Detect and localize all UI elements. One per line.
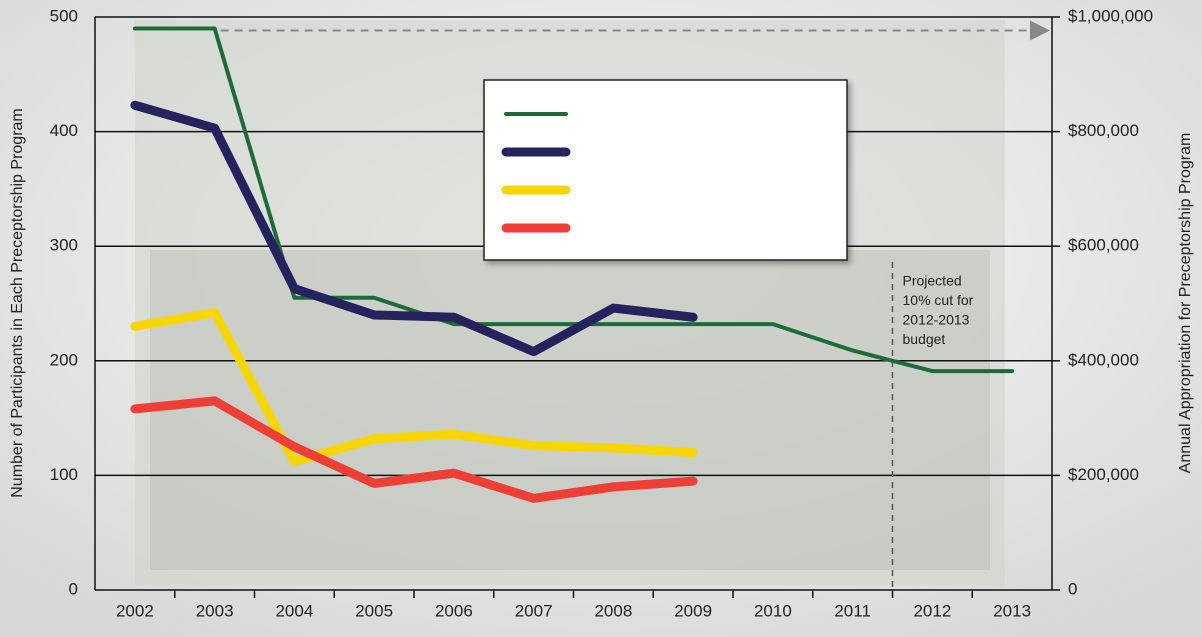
annotation: Projected [903, 273, 962, 289]
annotation: 2012-2013 [903, 312, 970, 328]
x-tick-label: 2013 [993, 601, 1031, 620]
x-tick-label: 2008 [594, 601, 632, 620]
legend [484, 80, 847, 260]
y-tick-label: 200 [50, 350, 78, 369]
y-tick-label: 300 [50, 236, 78, 255]
x-tick-label: 2002 [116, 601, 154, 620]
y2-tick-label: $600,000 [1068, 236, 1139, 255]
legend-box [484, 80, 847, 260]
x-tick-label: 2010 [754, 601, 792, 620]
x-tick-label: 2006 [435, 601, 473, 620]
y2-tick-label: $200,000 [1068, 465, 1139, 484]
y-tick-label: 400 [50, 121, 78, 140]
y2-tick-label: $400,000 [1068, 350, 1139, 369]
y2-tick-label: $800,000 [1068, 121, 1139, 140]
x-tick-label: 2009 [674, 601, 712, 620]
y2-axis-title: Annual Appropriation for Preceptorship P… [1177, 133, 1194, 474]
y2-tick-label: 0 [1068, 579, 1077, 598]
x-tick-label: 2004 [275, 601, 313, 620]
annotation: budget [903, 331, 946, 347]
x-tick-label: 2003 [196, 601, 234, 620]
annotation: 10% cut for [903, 292, 974, 308]
banknote-image [150, 250, 990, 570]
x-tick-label: 2005 [355, 601, 393, 620]
x-tick-label: 2007 [515, 601, 553, 620]
x-tick-label: 2012 [913, 601, 951, 620]
y-tick-label: 100 [50, 465, 78, 484]
x-tick-label: 2011 [834, 601, 871, 620]
chart: Number of Participants in Each Preceptor… [0, 0, 1202, 637]
y2-tick-label: $1,000,000 [1068, 6, 1153, 25]
y-axis-title: Number of Participants in Each Preceptor… [9, 108, 26, 498]
y-tick-label: 500 [50, 6, 78, 25]
y-tick-label: 0 [69, 579, 78, 598]
